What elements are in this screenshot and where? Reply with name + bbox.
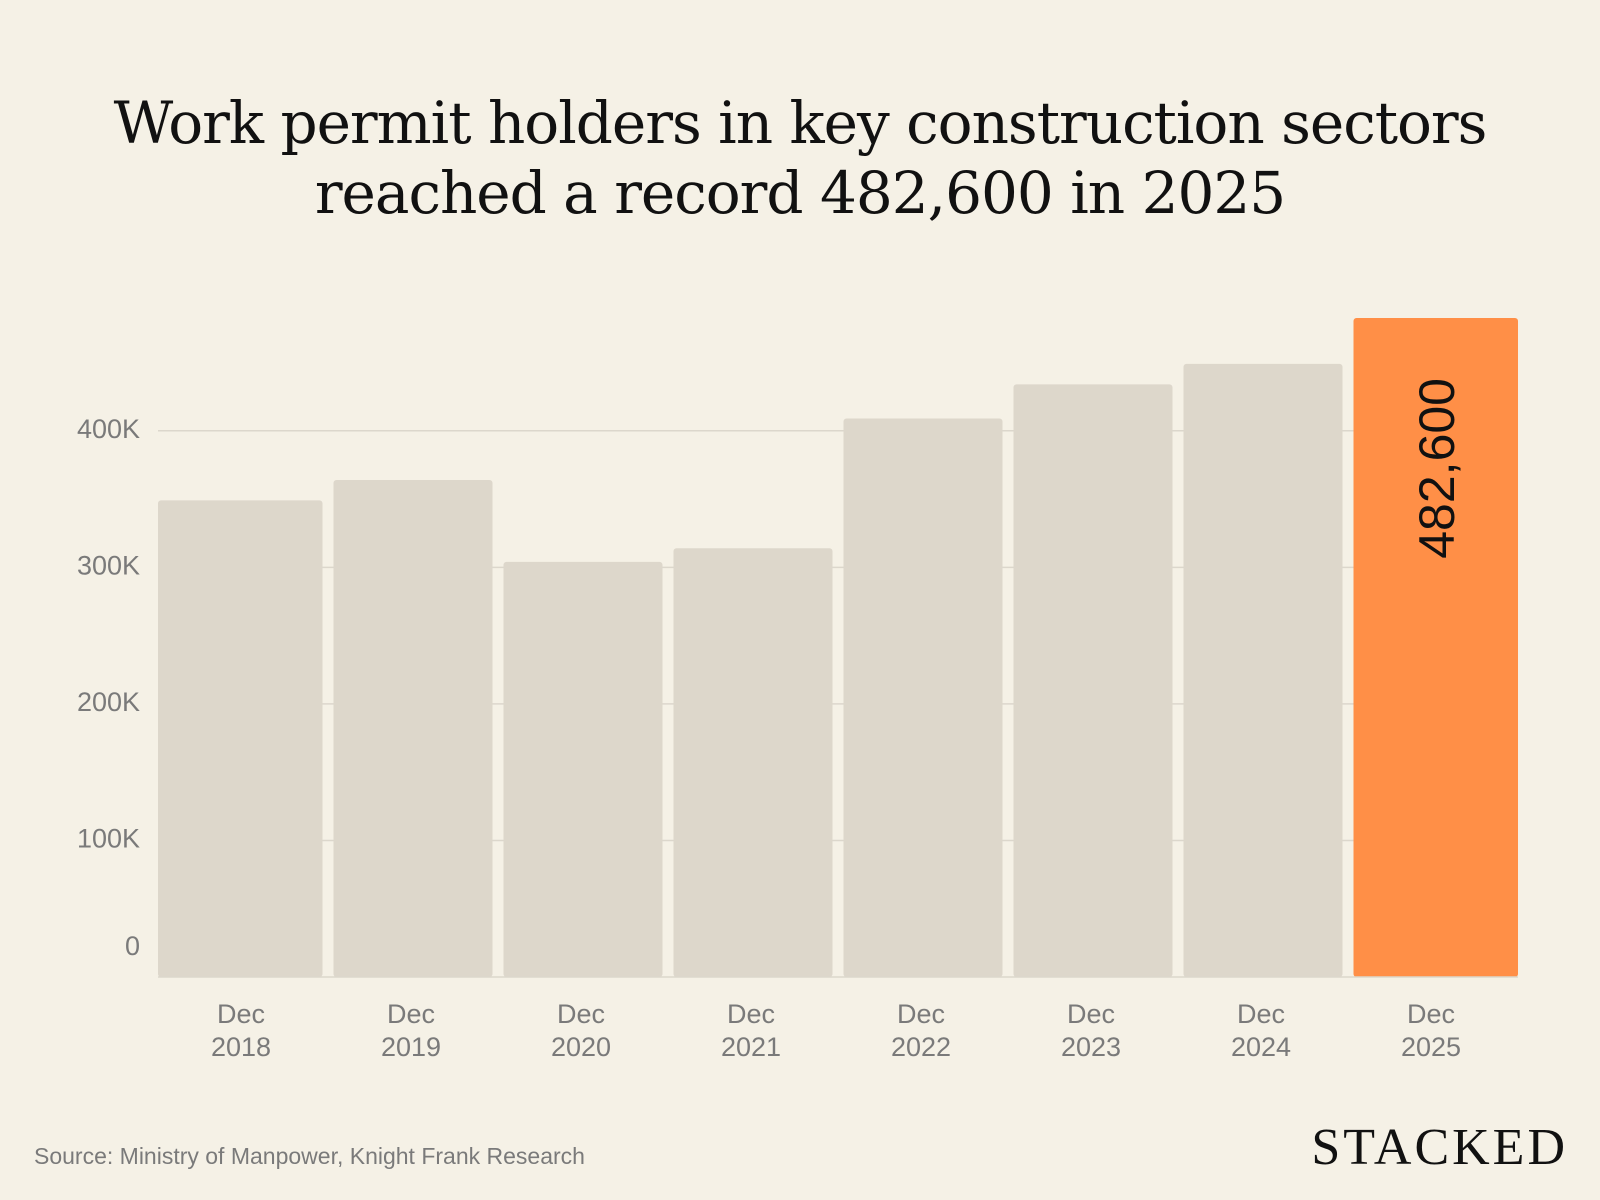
x-tick-label-line: Dec — [1067, 999, 1115, 1029]
x-tick-label-line: 2019 — [381, 1032, 441, 1062]
bar — [503, 561, 663, 977]
x-tick-label: Dec 2023 — [1061, 999, 1121, 1062]
bar — [333, 479, 493, 977]
x-tick-label: Dec 2020 — [551, 999, 611, 1062]
x-tick-label-line: Dec — [557, 999, 605, 1029]
x-tick-label-line: 2025 — [1401, 1032, 1461, 1062]
x-tick-label-line: 2020 — [551, 1032, 611, 1062]
y-tick-label: 200K — [77, 687, 140, 717]
x-tick-label-line: 2021 — [721, 1032, 781, 1062]
x-tick-label-line: 2024 — [1231, 1032, 1291, 1062]
bars — [158, 318, 1518, 978]
bar — [673, 548, 833, 977]
x-tick-label-line: Dec — [1407, 999, 1455, 1029]
x-tick-label-line: 2018 — [211, 1032, 271, 1062]
x-tick-label: Dec 2019 — [381, 999, 441, 1062]
bar — [1013, 384, 1173, 978]
x-tick-label-line: Dec — [727, 999, 775, 1029]
y-tick-label: 400K — [77, 414, 140, 444]
x-tick-label: Dec 2025 — [1401, 999, 1461, 1062]
chart-title-line-1: Work permit holders in key construction … — [113, 89, 1488, 157]
x-tick-label-line: Dec — [1237, 999, 1285, 1029]
chart-title-line-2: reached a record 482,600 in 2025 — [314, 159, 1286, 227]
x-tick-label: Dec 2018 — [211, 999, 271, 1062]
x-tick-label-line: 2023 — [1061, 1032, 1121, 1062]
bar — [843, 418, 1003, 977]
brand-logo: STACKED — [1311, 1119, 1568, 1176]
bar — [1353, 318, 1518, 977]
y-axis: 0 100K 200K 300K 400K — [77, 414, 140, 961]
x-tick-label: Dec 2021 — [721, 999, 781, 1062]
chart-title: Work permit holders in key construction … — [0, 88, 1600, 228]
bar — [158, 500, 323, 977]
x-tick-label-line: Dec — [217, 999, 265, 1029]
source-note: Source: Ministry of Manpower, Knight Fra… — [34, 1143, 585, 1169]
y-tick-label: 100K — [77, 824, 140, 854]
bar — [1183, 363, 1343, 977]
data-label: 482,600 — [1409, 378, 1465, 559]
x-tick-label: Dec 2022 — [891, 999, 951, 1062]
x-tick-label-line: 2022 — [891, 1032, 951, 1062]
x-tick-label-line: Dec — [897, 999, 945, 1029]
y-tick-label: 0 — [125, 931, 140, 961]
x-tick-label: Dec 2024 — [1231, 999, 1291, 1062]
x-tick-label-line: Dec — [387, 999, 435, 1029]
y-tick-label: 300K — [77, 550, 140, 580]
